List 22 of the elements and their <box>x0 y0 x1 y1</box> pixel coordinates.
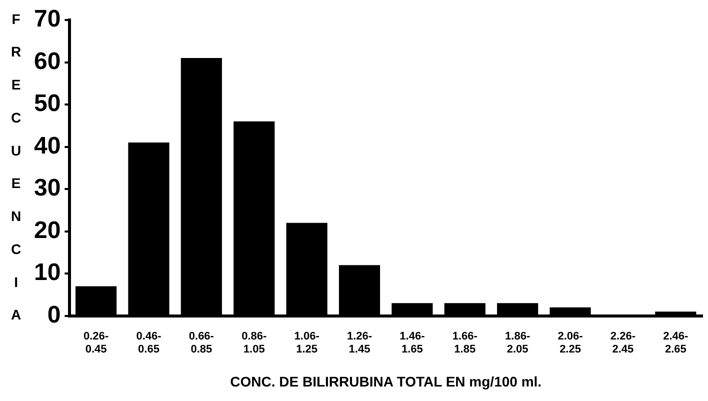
y-tick-label: 40 <box>34 132 61 160</box>
text: FRECUENCIA <box>10 10 22 323</box>
x-tick-label: 2.46-2.65 <box>663 330 689 356</box>
y-tick-label: 10 <box>34 259 61 286</box>
x-tick-label: 2.06-2.25 <box>558 330 584 356</box>
x-tick-label: 0.66-0.85 <box>188 330 214 356</box>
x-tick-label: 0.46-0.65 <box>136 330 162 356</box>
y-tick-label: 70 <box>34 6 61 33</box>
y-tick-label: 20 <box>34 216 61 244</box>
x-tick-label: 1.06-1.25 <box>294 330 320 356</box>
x-tick-label: 1.26-1.45 <box>346 330 372 356</box>
x-tick-label: 1.86-2.05 <box>505 330 530 356</box>
x-axis-title: CONC. DE BILIRRUBINA TOTAL EN mg/100 ml. <box>230 373 542 390</box>
x-tick-label: 0.26-0.45 <box>84 330 109 356</box>
y-tick-label: 30 <box>34 174 61 202</box>
y-tick-label: 0 <box>47 301 61 328</box>
x-tick-label: 2.26-2.45 <box>610 330 636 356</box>
x-tick-label: 1.66-1.85 <box>452 330 478 356</box>
x-tick-label: 1.46-1.65 <box>400 330 426 356</box>
y-tick-label: 50 <box>34 90 61 118</box>
x-tick-label: 0.86-1.05 <box>242 330 267 356</box>
y-tick-label: 60 <box>34 48 61 75</box>
